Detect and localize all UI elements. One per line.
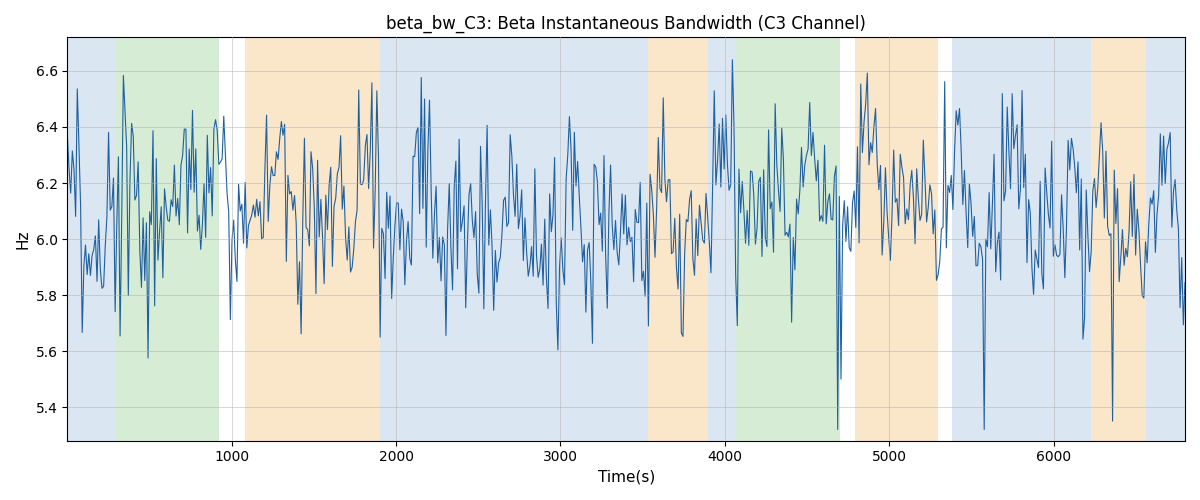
Bar	[734, 38, 840, 440]
Bar	[115, 38, 218, 440]
Bar	[854, 38, 938, 440]
Y-axis label: Hz: Hz	[16, 230, 30, 249]
Bar	[379, 38, 648, 440]
Bar	[952, 38, 1091, 440]
Bar	[840, 38, 854, 440]
Bar	[708, 38, 734, 440]
Bar	[67, 38, 115, 440]
Bar	[938, 38, 952, 440]
Bar	[648, 38, 708, 440]
Title: beta_bw_C3: Beta Instantaneous Bandwidth (C3 Channel): beta_bw_C3: Beta Instantaneous Bandwidth…	[386, 15, 866, 34]
Bar	[245, 38, 379, 440]
Bar	[1091, 38, 1146, 440]
X-axis label: Time(s): Time(s)	[598, 470, 655, 485]
Bar	[218, 38, 245, 440]
Bar	[1146, 38, 1184, 440]
